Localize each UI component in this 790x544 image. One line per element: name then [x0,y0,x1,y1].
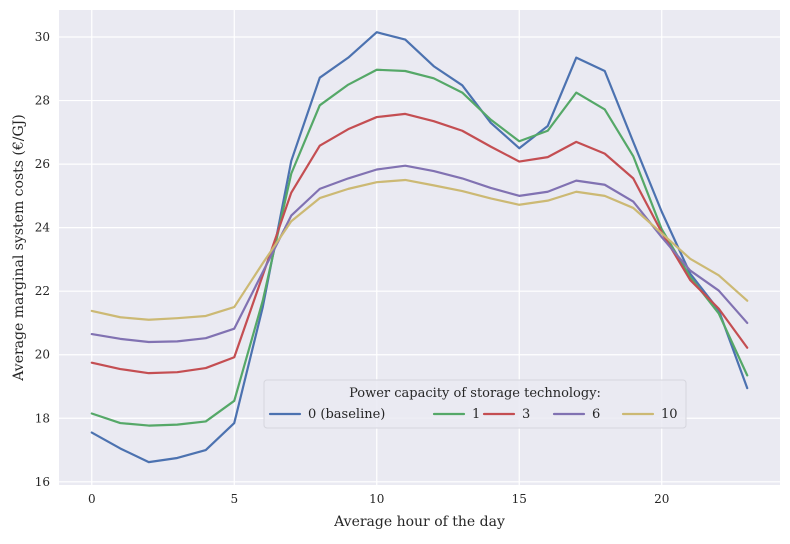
x-axis-label: Average hour of the day [333,514,505,530]
legend: Power capacity of storage technology: 0 … [263,379,687,429]
y-tick-label: 26 [35,157,50,171]
series-line [90,68,749,427]
legend-label: 0 (baseline) [308,407,385,422]
legend-label: 3 [522,407,530,422]
series-line [90,112,749,375]
y-tick-label: 28 [35,94,50,108]
legend-label: 1 [472,407,480,422]
y-tick-label: 24 [35,221,51,235]
y-tick-label: 16 [35,475,50,489]
x-tick-label: 10 [369,492,384,506]
series-line [90,178,749,321]
x-tick-label: 0 [88,492,96,506]
y-tick-label: 20 [35,348,50,362]
x-tick-label: 5 [230,492,238,506]
legend-box [263,379,687,429]
legend-title: Power capacity of storage technology: [349,386,601,401]
legend-items: 0 (baseline) 1 3 6 10 [268,407,678,422]
y-tick-label: 18 [35,411,50,425]
series-line [90,31,749,464]
series-lines [90,31,749,464]
y-axis-label: Average marginal system costs (€/GJ) [11,114,27,382]
y-tick-label: 30 [35,30,50,44]
series-line [90,164,749,344]
legend-label: 10 [661,407,678,422]
y-tick-label: 22 [35,284,50,298]
x-tick-label: 20 [654,492,669,506]
legend-label: 6 [592,407,600,422]
x-tick-label: 15 [512,492,527,506]
